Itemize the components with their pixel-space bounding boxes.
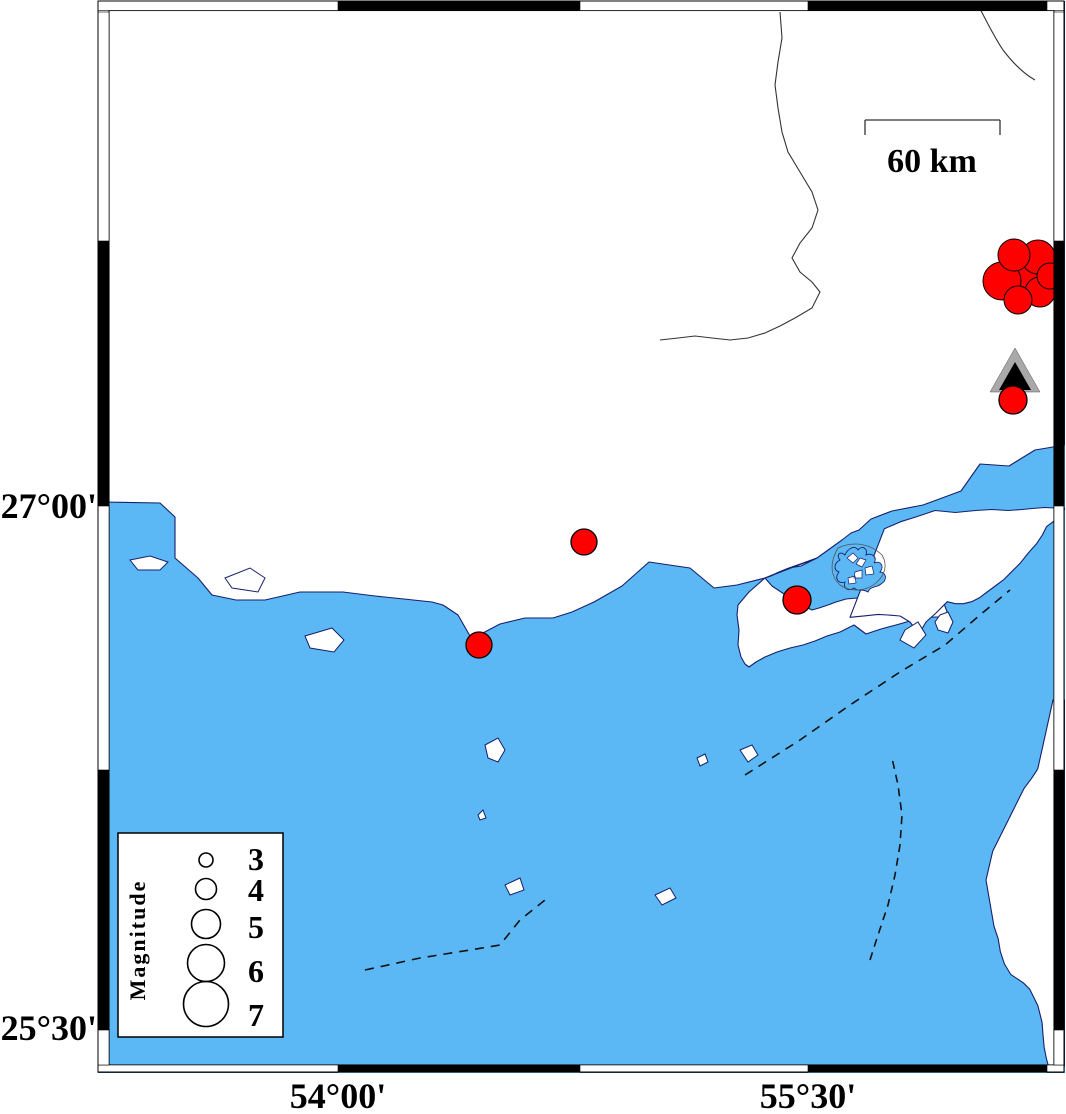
svg-text:4: 4 <box>248 872 264 908</box>
svg-text:6: 6 <box>248 953 264 989</box>
svg-text:55°30': 55°30' <box>760 1076 856 1114</box>
svg-text:60 km: 60 km <box>887 143 977 180</box>
svg-text:27°00': 27°00' <box>1 486 97 526</box>
svg-text:25°30': 25°30' <box>1 1008 97 1048</box>
svg-text:54°00': 54°00' <box>290 1076 386 1114</box>
svg-text:7: 7 <box>248 997 264 1033</box>
svg-text:Magnitude: Magnitude <box>125 880 150 1001</box>
svg-text:5: 5 <box>248 909 264 945</box>
